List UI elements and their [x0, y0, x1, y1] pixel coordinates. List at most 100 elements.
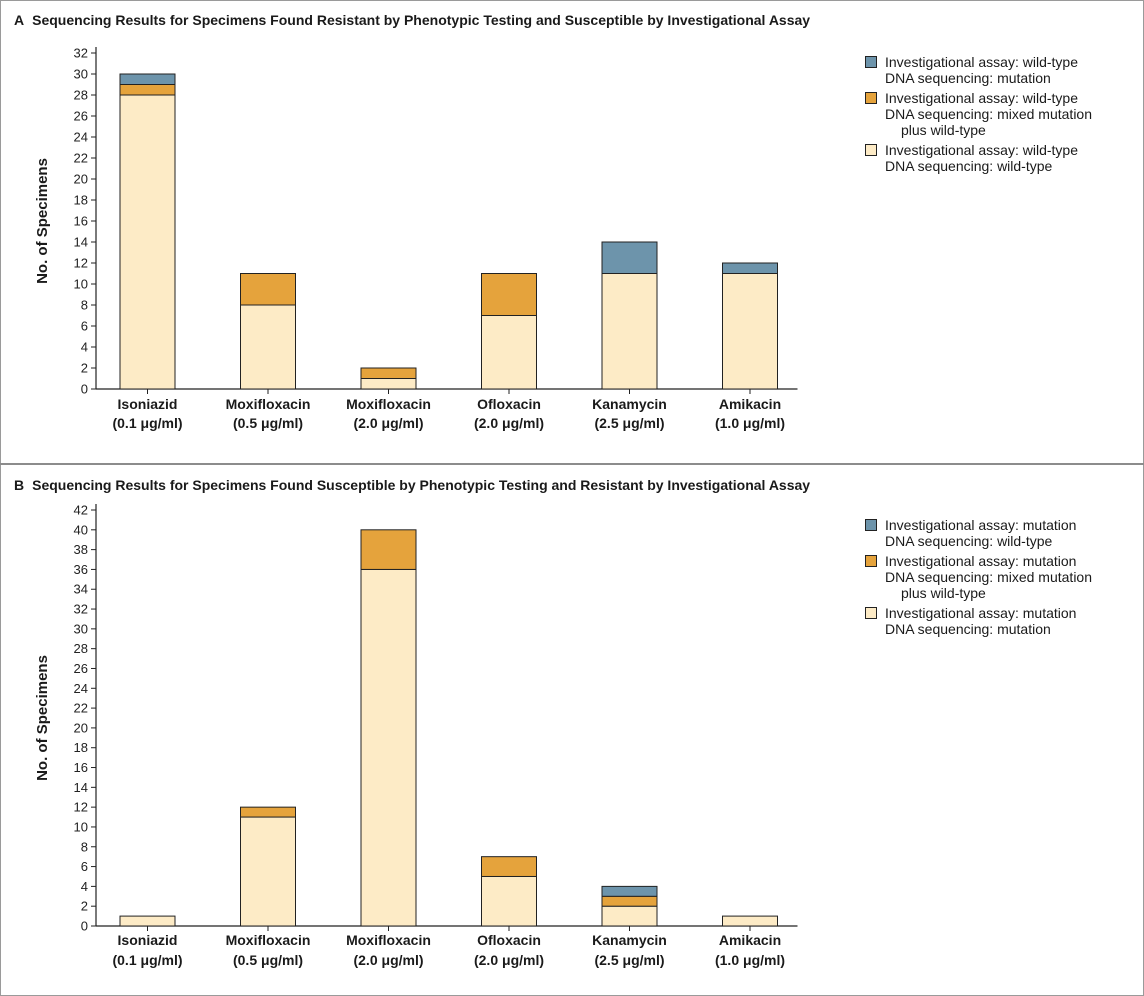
panel-b-legend-item: Investigational assay: mutation DNA seque…	[865, 553, 1135, 601]
panel-b-bar-segment	[240, 816, 296, 927]
panel-a-y-tick-label: 28	[74, 88, 88, 103]
panel-a-bar-segment	[360, 378, 417, 390]
panel-a-legend-label: DNA sequencing: mutation	[885, 70, 1051, 86]
panel-a-y-tick-label: 0	[81, 382, 88, 397]
panel-a-y-tick-label: 6	[81, 319, 88, 334]
panel-a-bar-segment	[119, 84, 176, 96]
panel-b-y-tick-label: 18	[74, 740, 88, 755]
panel-b-legend-label: DNA sequencing: mutation	[885, 621, 1051, 637]
panel-b-x-tick-label: Kanamycin	[592, 932, 667, 948]
panel-a-legend-label: DNA sequencing: mixed mutation	[885, 106, 1092, 122]
panel-b-legend-label: Investigational assay: mutation	[885, 553, 1077, 569]
panel-a-x-tick-label: Amikacin	[719, 396, 781, 412]
panel-a-legend-label: plus wild-type	[901, 122, 986, 138]
panel-b-y-tick-label: 0	[81, 919, 88, 934]
panel-b-x-tick-sublabel: (2.5 μg/ml)	[594, 952, 664, 968]
panel-a-bar-segment	[601, 273, 658, 390]
panel-a-y-tick-label: 26	[74, 109, 88, 124]
panel-b-y-tick-label: 6	[81, 859, 88, 874]
panel-b-y-axis-label: No. of Specimens	[34, 655, 51, 781]
panel-a-bar-segment	[481, 315, 537, 390]
panel-a-legend-item: Investigational assay: wild-type DNA sequ…	[865, 90, 1135, 138]
panel-a-bar-segment	[481, 273, 537, 316]
panel-b-y-tick-label: 42	[74, 503, 88, 518]
panel-b-y-tick-label: 30	[74, 621, 88, 636]
panel-b-x-tick-sublabel: (1.0 μg/ml)	[715, 952, 785, 968]
panel-a-bar-segment	[119, 73, 176, 85]
panel-a-y-tick-label: 30	[74, 67, 88, 82]
panel-a-x-tick-sublabel: (2.0 μg/ml)	[474, 415, 544, 431]
panel-a-y-tick-label: 22	[74, 151, 88, 166]
panel-b-bar-segment	[481, 875, 537, 927]
panel-b-bar-segment	[240, 806, 296, 818]
panel-b-legend-label: DNA sequencing: mixed mutation	[885, 569, 1092, 585]
panel-a-bar-segment	[240, 273, 296, 306]
panel-b-legend-label: DNA sequencing: wild-type	[885, 533, 1053, 549]
panel-a-y-tick-label: 20	[74, 172, 88, 187]
panel-a-bar-segment	[722, 262, 778, 274]
panel-b-legend-swatch	[865, 607, 877, 619]
panel-b-title-text: Sequencing Results for Specimens Found S…	[32, 477, 811, 493]
panel-a-legend: Investigational assay: wild-type DNA sequ…	[865, 54, 1135, 178]
panel-a-x-tick-sublabel: (0.1 μg/ml)	[112, 415, 182, 431]
panel-b-y-tick-label: 8	[81, 839, 88, 854]
panel-a-letter: A	[14, 12, 25, 28]
panel-b-bar-segment	[360, 529, 417, 570]
panel-b-y-tick-label: 40	[74, 522, 88, 537]
panel-a-legend-item: Investigational assay: wild-type DNA sequ…	[865, 54, 1135, 86]
panel-b-bar-segment	[601, 895, 658, 907]
panel-a-legend-item: Investigational assay: wild-type DNA sequ…	[865, 142, 1135, 174]
panel-a-y-tick-label: 10	[74, 277, 88, 292]
panel-a-x-tick-label: Kanamycin	[592, 396, 667, 412]
panel-b-y-tick-label: 4	[81, 879, 88, 894]
panel-a-bar-segment	[601, 241, 658, 274]
panel-b-x-tick-label: Moxifloxacin	[226, 932, 311, 948]
panel-a-y-axis-label: No. of Specimens	[34, 158, 51, 284]
panel-b-x-tick-sublabel: (2.0 μg/ml)	[353, 952, 423, 968]
panel-b-y-tick-label: 36	[74, 562, 88, 577]
panel-b-y-tick-label: 2	[81, 899, 88, 914]
panel-b-y-tick-label: 28	[74, 641, 88, 656]
panel-b-legend: Investigational assay: mutation DNA seque…	[865, 517, 1135, 641]
panel-a-bar-segment	[360, 367, 417, 379]
panel-a-x-tick-label: Ofloxacin	[477, 396, 541, 412]
panel-b-y-tick-label: 20	[74, 720, 88, 735]
panel-a-y-tick-label: 8	[81, 298, 88, 313]
panel-b-bar-segment	[360, 568, 417, 927]
panel-a-legend-label: DNA sequencing: wild-type	[885, 158, 1053, 174]
panel-a-y-tick-label: 4	[81, 340, 88, 355]
panel-b-letter: B	[14, 477, 25, 493]
panel-b-y-tick-label: 16	[74, 760, 88, 775]
panel-b-y-tick-label: 32	[74, 602, 88, 617]
panel-b-y-tick-label: 12	[74, 800, 88, 815]
panel-b-bar-segment	[481, 856, 537, 877]
panel-b-legend-swatch	[865, 519, 877, 531]
panel-a-x-tick-sublabel: (2.5 μg/ml)	[594, 415, 664, 431]
panel-b-y-tick-label: 14	[74, 780, 88, 795]
panel-b-y-tick-label: 34	[74, 582, 88, 597]
panel-b-legend-label: Investigational assay: mutation	[885, 517, 1077, 533]
panel-a-x-tick-sublabel: (0.5 μg/ml)	[233, 415, 303, 431]
panel-a-x-tick-label: Moxifloxacin	[346, 396, 431, 412]
panel-a-legend-swatch	[865, 92, 877, 104]
panel-a-bar-segment	[722, 273, 778, 390]
panel-a-y-tick-label: 16	[74, 214, 88, 229]
panel-a: A Sequencing Results for Specimens Found …	[0, 0, 1144, 463]
panel-a-y-tick-label: 32	[74, 46, 88, 61]
panel-a-bar-segment	[119, 94, 176, 390]
panel-b-y-tick-label: 26	[74, 661, 88, 676]
panel-a-x-tick-label: Moxifloxacin	[226, 396, 311, 412]
panel-b-legend-label: Investigational assay: mutation	[885, 605, 1077, 621]
panel-b-legend-item: Investigational assay: mutation DNA seque…	[865, 517, 1135, 549]
panel-a-y-tick-label: 18	[74, 193, 88, 208]
panel-b-x-tick-label: Moxifloxacin	[346, 932, 431, 948]
panel-b: B Sequencing Results for Specimens Found …	[0, 465, 1144, 996]
panel-b-x-tick-label: Ofloxacin	[477, 932, 541, 948]
panel-b-title: B Sequencing Results for Specimens Found …	[14, 477, 810, 493]
panel-b-y-tick-label: 10	[74, 819, 88, 834]
panel-b-bar-segment	[722, 915, 778, 927]
panel-b-bar-segment	[601, 885, 658, 897]
panel-b-x-tick-sublabel: (0.1 μg/ml)	[112, 952, 182, 968]
panel-a-y-tick-label: 14	[74, 235, 88, 250]
